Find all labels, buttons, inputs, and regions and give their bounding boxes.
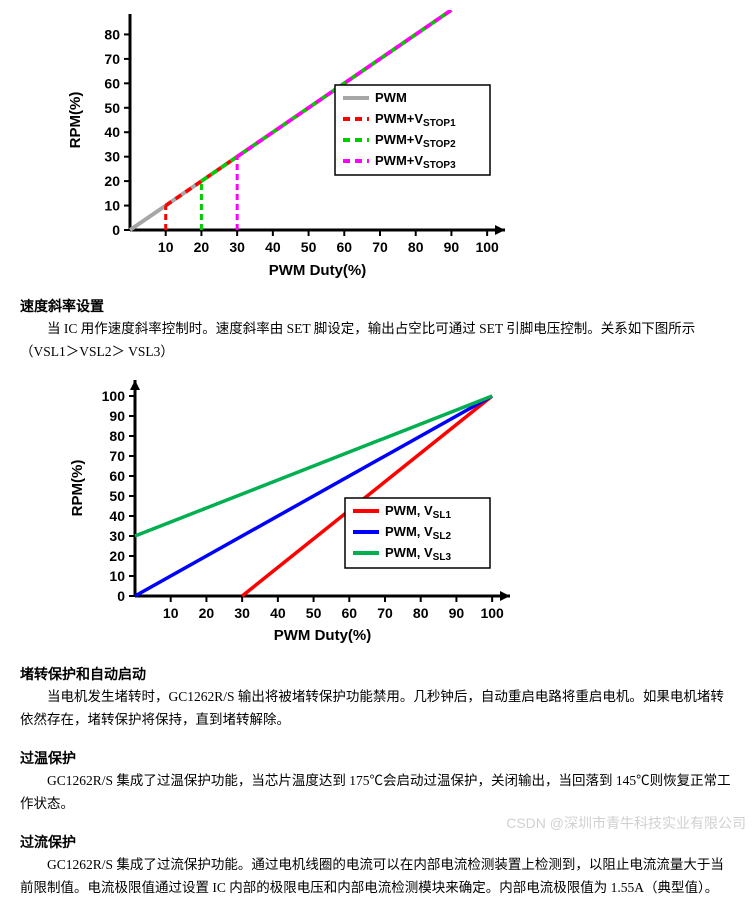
svg-text:50: 50 [109, 488, 125, 504]
chart2: 10 20 30 40 50 60 70 80 90 100 0 10 20 30 40 50 60 70 80 90… [60, 368, 736, 648]
svg-text:30: 30 [234, 605, 250, 621]
svg-text:30: 30 [229, 239, 245, 255]
svg-text:50: 50 [104, 100, 120, 116]
svg-text:80: 80 [413, 605, 429, 621]
svg-text:10: 10 [163, 605, 179, 621]
svg-text:10: 10 [104, 198, 120, 214]
chart1-svg: 10 20 30 40 50 60 70 80 90 100 0 10 20 30 40 50 60 70 80 PW… [60, 10, 520, 280]
svg-text:10: 10 [158, 239, 174, 255]
sec2-title: 堵转保护和自动启动 [20, 664, 736, 684]
svg-text:30: 30 [109, 528, 125, 544]
chart1: 10 20 30 40 50 60 70 80 90 100 0 10 20 30 40 50 60 70 80 PW… [60, 10, 736, 280]
svg-text:40: 40 [104, 124, 120, 140]
svg-text:20: 20 [194, 239, 210, 255]
watermark: CSDN @深圳市青牛科技实业有限公司 [506, 813, 746, 833]
svg-text:60: 60 [104, 75, 120, 91]
svg-text:50: 50 [306, 605, 322, 621]
svg-text:PWM: PWM [375, 90, 407, 105]
svg-text:30: 30 [104, 149, 120, 165]
svg-text:50: 50 [301, 239, 317, 255]
svg-text:70: 70 [104, 51, 120, 67]
sec3-para: GC1262R/S 集成了过温保护功能，当芯片温度达到 175℃会启动过温保护，… [20, 770, 736, 816]
svg-text:100: 100 [102, 388, 126, 404]
svg-text:20: 20 [199, 605, 215, 621]
svg-text:PWM Duty(%): PWM Duty(%) [269, 262, 367, 279]
svg-text:90: 90 [449, 605, 465, 621]
svg-text:70: 70 [377, 605, 393, 621]
svg-text:RPM(%): RPM(%) [69, 460, 86, 517]
sec4-para: GC1262R/S 集成了过流保护功能。通过电机线圈的电流可以在内部电流检测装置… [20, 854, 736, 900]
svg-text:90: 90 [444, 239, 460, 255]
sec1-para: 当 IC 用作速度斜率控制时。速度斜率由 SET 脚设定，输出占空比可通过 SE… [20, 318, 736, 364]
svg-text:100: 100 [475, 239, 499, 255]
svg-text:20: 20 [109, 548, 125, 564]
svg-text:40: 40 [109, 508, 125, 524]
svg-text:90: 90 [109, 408, 125, 424]
chart2-svg: 10 20 30 40 50 60 70 80 90 100 0 10 20 30 40 50 60 70 80 90… [60, 368, 530, 648]
svg-text:40: 40 [265, 239, 281, 255]
svg-text:80: 80 [109, 428, 125, 444]
svg-text:20: 20 [104, 173, 120, 189]
sec4-title: 过流保护 [20, 832, 736, 852]
svg-text:RPM(%): RPM(%) [67, 92, 84, 149]
svg-text:60: 60 [336, 239, 352, 255]
svg-text:10: 10 [109, 568, 125, 584]
svg-text:0: 0 [117, 588, 125, 604]
sec1-title: 速度斜率设置 [20, 296, 736, 316]
svg-text:0: 0 [112, 222, 120, 238]
svg-text:70: 70 [109, 448, 125, 464]
svg-text:100: 100 [480, 605, 504, 621]
svg-text:60: 60 [109, 468, 125, 484]
svg-text:80: 80 [104, 26, 120, 42]
svg-text:PWM Duty(%): PWM Duty(%) [274, 627, 372, 644]
svg-text:40: 40 [270, 605, 286, 621]
svg-text:70: 70 [372, 239, 388, 255]
svg-text:80: 80 [408, 239, 424, 255]
svg-text:60: 60 [341, 605, 357, 621]
sec2-para: 当电机发生堵转时，GC1262R/S 输出将被堵转保护功能禁用。几秒钟后，自动重… [20, 686, 736, 732]
sec3-title: 过温保护 [20, 748, 736, 768]
